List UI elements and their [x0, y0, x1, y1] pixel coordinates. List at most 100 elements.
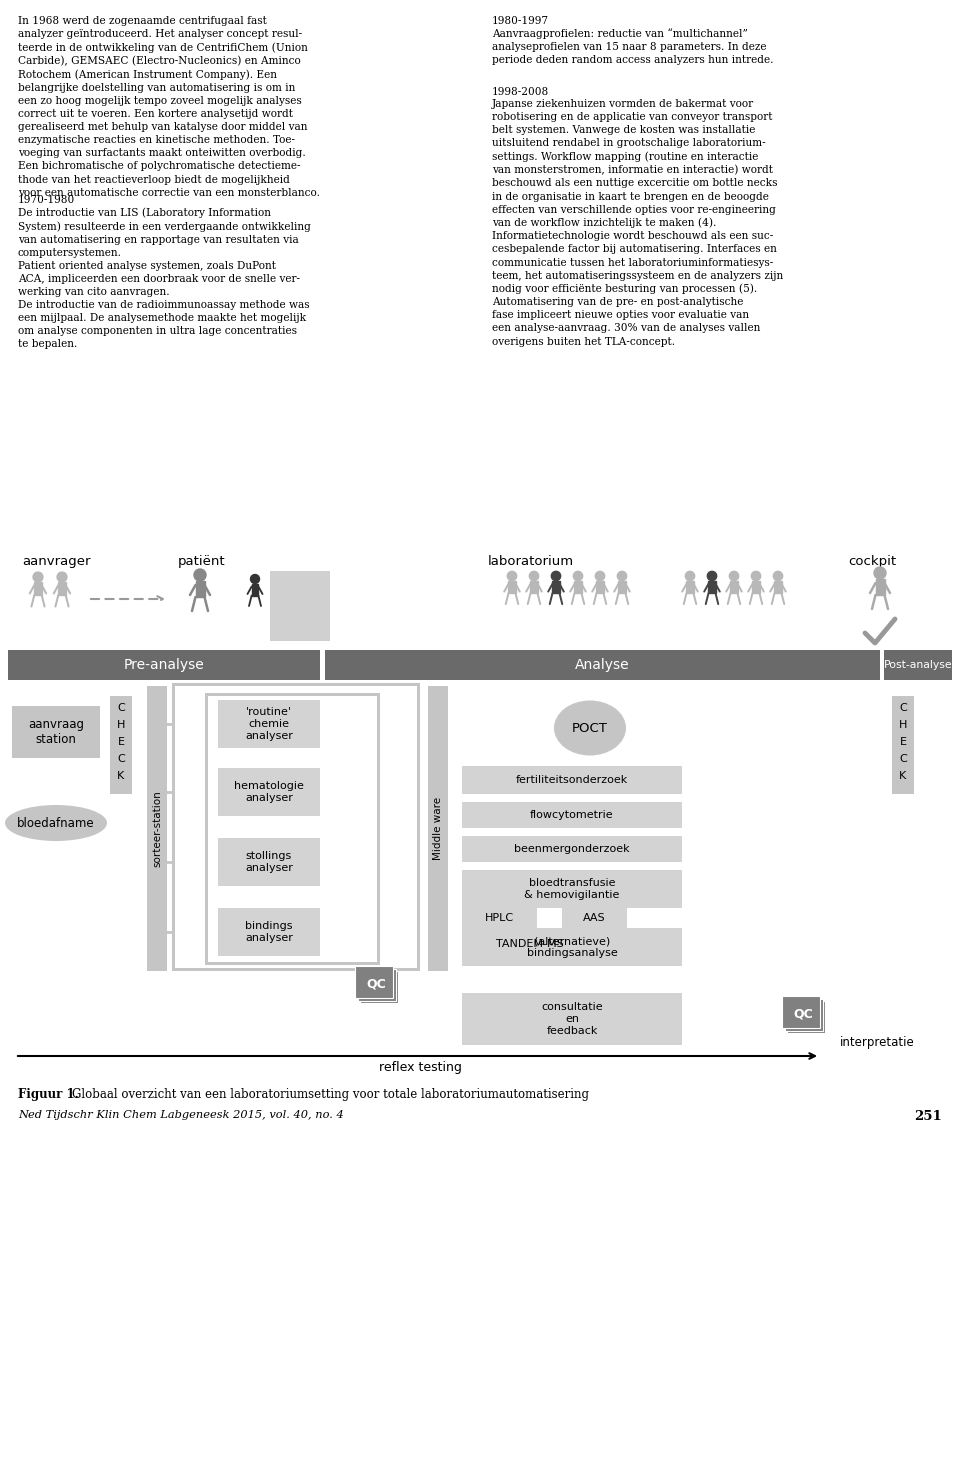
Bar — [358, 968, 396, 1001]
Text: K: K — [117, 771, 125, 781]
Circle shape — [774, 572, 782, 581]
Text: E: E — [900, 737, 906, 747]
Text: beenmergonderzoek: beenmergonderzoek — [515, 845, 630, 853]
Text: C: C — [117, 755, 125, 764]
Bar — [708, 581, 715, 593]
Bar — [218, 768, 320, 817]
Ellipse shape — [5, 805, 107, 842]
Text: QC: QC — [366, 977, 386, 991]
Ellipse shape — [554, 700, 626, 756]
Bar — [208, 696, 377, 963]
Bar — [596, 581, 604, 593]
Text: bloedtransfusie
& hemovigilantie: bloedtransfusie & hemovigilantie — [524, 879, 620, 899]
Text: H: H — [899, 719, 907, 730]
Text: stollings
analyser: stollings analyser — [245, 850, 293, 873]
Text: H: H — [117, 719, 125, 730]
Circle shape — [730, 572, 738, 581]
Text: Analyse: Analyse — [575, 657, 630, 672]
Circle shape — [551, 572, 561, 581]
Text: POCT: POCT — [572, 721, 608, 734]
Bar — [325, 650, 880, 680]
Text: C: C — [900, 703, 907, 713]
Text: aanvraag
station: aanvraag station — [28, 718, 84, 746]
Text: HPLC: HPLC — [485, 912, 514, 923]
Text: fertiliteitsonderzoek: fertiliteitsonderzoek — [516, 775, 628, 786]
Text: AAS: AAS — [583, 912, 606, 923]
Text: bindings
analyser: bindings analyser — [245, 921, 293, 943]
Bar — [876, 579, 884, 595]
Bar — [8, 650, 320, 680]
Circle shape — [507, 572, 516, 581]
Bar — [360, 971, 398, 1002]
Text: 1970-1980: 1970-1980 — [18, 195, 75, 205]
Bar — [731, 581, 737, 593]
Bar — [218, 700, 320, 747]
Bar — [618, 581, 626, 593]
Text: 1980-1997: 1980-1997 — [492, 16, 549, 27]
Circle shape — [708, 572, 717, 581]
Bar — [110, 696, 132, 794]
Bar — [686, 581, 693, 593]
Bar — [218, 839, 320, 886]
Circle shape — [251, 575, 259, 584]
Bar — [196, 581, 204, 597]
Bar — [553, 581, 560, 593]
Text: C: C — [117, 703, 125, 713]
Bar — [787, 1001, 825, 1033]
Text: Middle ware: Middle ware — [433, 797, 443, 859]
Circle shape — [595, 572, 605, 581]
Text: 1998-2008: 1998-2008 — [492, 87, 549, 96]
Bar — [355, 965, 393, 998]
Text: cockpit: cockpit — [848, 556, 896, 567]
Text: Globaal overzicht van een laboratoriumsetting voor totale laboratoriumautomatise: Globaal overzicht van een laboratoriumse… — [72, 1088, 589, 1101]
Text: E: E — [117, 737, 125, 747]
Circle shape — [573, 572, 583, 581]
Text: interpretatie: interpretatie — [840, 1036, 915, 1049]
Bar — [462, 870, 682, 908]
Bar — [462, 836, 682, 862]
Bar — [892, 696, 914, 794]
Text: 251: 251 — [914, 1110, 942, 1123]
Circle shape — [194, 569, 206, 581]
Text: (alternatieve)
bindingsanalyse: (alternatieve) bindingsanalyse — [527, 936, 617, 958]
Text: Figuur 1.: Figuur 1. — [18, 1088, 79, 1101]
Text: 'routine'
chemie
analyser: 'routine' chemie analyser — [245, 708, 293, 740]
Bar — [531, 581, 538, 593]
Bar — [775, 581, 781, 593]
Text: consultatie
en
feedback: consultatie en feedback — [541, 1002, 603, 1036]
Bar — [205, 693, 380, 965]
Bar — [509, 581, 516, 593]
Text: QC: QC — [793, 1008, 813, 1020]
Text: Aanvraagprofielen: reductie van “multichannel”
analyseprofielen van 15 naar 8 pa: Aanvraagprofielen: reductie van “multich… — [492, 28, 774, 65]
Text: In 1968 werd de zogenaamde centrifugaal fast
analyzer geïntroduceerd. Het analys: In 1968 werd de zogenaamde centrifugaal … — [18, 16, 320, 198]
Bar — [172, 682, 420, 971]
Bar — [12, 706, 100, 758]
Bar — [462, 766, 682, 794]
Circle shape — [33, 572, 43, 582]
Text: C: C — [900, 755, 907, 764]
Circle shape — [529, 572, 539, 581]
Bar — [462, 907, 537, 930]
Text: bloedafname: bloedafname — [17, 817, 95, 830]
Bar — [147, 685, 167, 971]
Text: aanvrager: aanvrager — [22, 556, 90, 567]
Circle shape — [874, 567, 886, 579]
Bar — [59, 582, 65, 595]
Bar — [218, 908, 320, 957]
Bar — [270, 570, 330, 641]
Text: Ned Tijdschr Klin Chem Labgeneesk 2015, vol. 40, no. 4: Ned Tijdschr Klin Chem Labgeneesk 2015, … — [18, 1110, 344, 1120]
Text: sorteer-station: sorteer-station — [152, 790, 162, 867]
Bar — [462, 932, 597, 957]
Bar — [574, 581, 582, 593]
Text: Japanse ziekenhuizen vormden de bakermat voor
robotisering en de applicatie van : Japanse ziekenhuizen vormden de bakermat… — [492, 99, 783, 346]
Text: Pre-analyse: Pre-analyse — [124, 657, 204, 672]
Text: TANDEM-MS: TANDEM-MS — [495, 939, 564, 949]
Bar — [462, 802, 682, 828]
Text: patiënt: patiënt — [178, 556, 226, 567]
Bar — [428, 685, 448, 971]
Circle shape — [685, 572, 695, 581]
Bar — [884, 650, 952, 680]
Bar — [785, 999, 823, 1030]
Text: flowcytometrie: flowcytometrie — [530, 811, 613, 820]
Bar — [175, 685, 417, 968]
